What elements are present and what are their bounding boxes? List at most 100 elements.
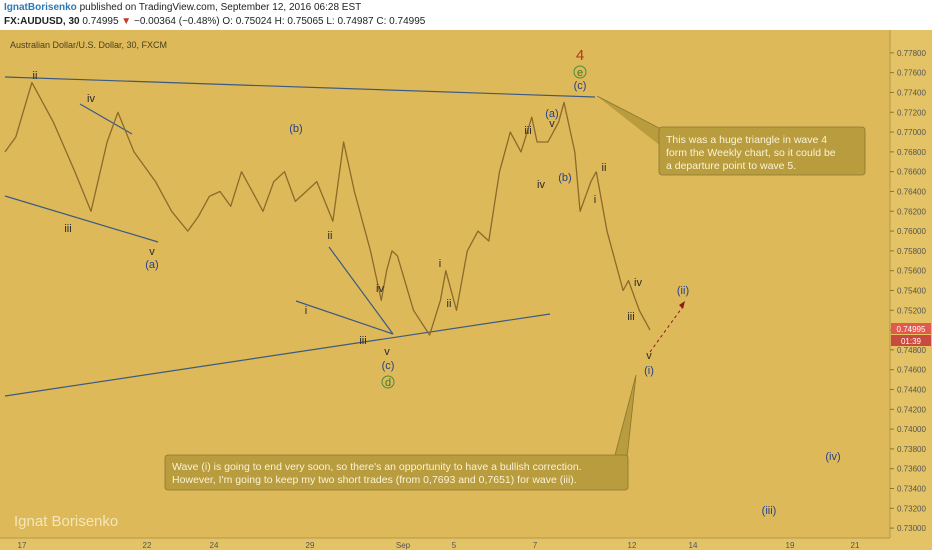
- wave-label-v-1[interactable]: v: [149, 246, 155, 258]
- y-tick-label: 0.76600: [897, 168, 926, 177]
- callout-weekly-text: This was a huge triangle in wave 4 form …: [666, 134, 839, 172]
- price-series-line-0[interactable]: [4, 81, 597, 336]
- trendlines: [4, 76, 596, 397]
- x-tick-label: 19: [786, 541, 795, 550]
- x-tick-label: 24: [210, 541, 219, 550]
- y-tick-label: 0.77800: [897, 49, 926, 58]
- y-tick-label: 0.74600: [897, 366, 926, 375]
- wave-label-ii-1[interactable]: ii: [33, 70, 38, 82]
- wave-e-circle: [573, 65, 587, 79]
- wave-label-4[interactable]: 4: [576, 47, 584, 64]
- x-tick-label: 7: [533, 541, 538, 550]
- wave-label-ii-3[interactable]: ii: [447, 298, 452, 310]
- wave-label-v-4[interactable]: v: [646, 350, 652, 362]
- x-tick-label: 17: [18, 541, 27, 550]
- ohlc-values: O: 0.75024 H: 0.75065 L: 0.74987 C: 0.74…: [222, 16, 426, 27]
- wave-label-c-1[interactable]: (c): [382, 360, 395, 372]
- wave-label-iii-3[interactable]: iii: [524, 125, 531, 137]
- projection-dashed-line: [649, 304, 685, 353]
- triangle-lower-line[interactable]: [4, 313, 551, 397]
- y-tick-label: 0.73600: [897, 465, 926, 474]
- y-tick-label: 0.77000: [897, 128, 926, 137]
- wedge-lower-line[interactable]: [295, 300, 394, 335]
- wave-label-iii-paren[interactable]: (iii): [762, 505, 777, 517]
- wave-label-a-1[interactable]: (a): [145, 259, 158, 271]
- callout-weekly-triangle[interactable]: This was a huge triangle in wave 4 form …: [596, 95, 866, 176]
- wave-label-c-2[interactable]: (c): [574, 80, 587, 92]
- wave-label-i-1[interactable]: i: [305, 305, 307, 317]
- wave-label-a-2[interactable]: (a): [545, 108, 558, 120]
- wave-label-iv-1[interactable]: iv: [87, 93, 95, 105]
- chart-title: Australian Dollar/U.S. Dollar, 30, FXCM: [10, 40, 167, 50]
- wave-label-iv-3[interactable]: iv: [537, 179, 545, 191]
- y-tick-label: 0.73200: [897, 504, 926, 513]
- watermark: Ignat Borisenko: [14, 513, 118, 530]
- wave-label-ii-4[interactable]: ii: [602, 162, 607, 174]
- y-tick-label: 0.75600: [897, 267, 926, 276]
- countdown-value: 01:39: [901, 337, 922, 346]
- y-tick-label: 0.73000: [897, 524, 926, 533]
- wave-label-iii-4[interactable]: iii: [627, 311, 634, 323]
- wave-label-i-3[interactable]: i: [594, 194, 596, 206]
- x-tick-label: 29: [306, 541, 315, 550]
- callout-wave-i[interactable]: Wave (i) is going to end very soon, so t…: [164, 374, 637, 491]
- y-tick-label: 0.76200: [897, 207, 926, 216]
- y-tick-label: 0.74800: [897, 346, 926, 355]
- wave-label-i-paren[interactable]: (i): [644, 365, 654, 377]
- wedge-upper-line[interactable]: [328, 246, 394, 335]
- chart-area[interactable]: Australian Dollar/U.S. Dollar, 30, FXCM …: [0, 30, 932, 550]
- y-tick-label: 0.75800: [897, 247, 926, 256]
- wave-label-iv-2[interactable]: iv: [376, 283, 384, 295]
- wave-label-v-3[interactable]: v: [549, 118, 555, 130]
- x-tick-label: 22: [143, 541, 152, 550]
- projection-arrow-icon: [679, 301, 685, 309]
- price-series[interactable]: [4, 81, 651, 336]
- x-tick-label: Sep: [396, 541, 411, 550]
- price-axis[interactable]: 0.77800 0.77600 0.77400 0.77200 0.77000 0.768…: [890, 49, 926, 533]
- triangle-upper-line[interactable]: [4, 76, 596, 98]
- callout-wave-i-text: Wave (i) is going to end very soon, so t…: [172, 461, 585, 486]
- countdown-box: [891, 335, 931, 346]
- down-arrow-icon: ▼: [121, 16, 132, 27]
- y-tick-label: 0.76800: [897, 148, 926, 157]
- wave-label-d[interactable]: d: [385, 377, 391, 389]
- author-name[interactable]: IgnatBorisenko: [4, 2, 77, 13]
- wave-label-iv-paren[interactable]: (iv): [825, 451, 840, 463]
- channel-lower-line[interactable]: [4, 195, 159, 243]
- wave-label-b-1[interactable]: (b): [289, 123, 302, 135]
- last-price: 0.74995: [82, 16, 119, 27]
- wave-label-b-2[interactable]: (b): [558, 172, 571, 184]
- publish-line: IgnatBorisenko published on TradingView.…: [4, 2, 361, 13]
- wave-label-e[interactable]: e: [577, 67, 583, 79]
- y-tick-label: 0.77600: [897, 69, 926, 78]
- wave-label-v-2[interactable]: v: [384, 346, 390, 358]
- publish-info: published on TradingView.com, September …: [79, 2, 362, 13]
- y-tick-label: 0.77200: [897, 108, 926, 117]
- wave-d-circle: [381, 375, 395, 389]
- channel-upper-line[interactable]: [79, 103, 133, 135]
- chart-header: IgnatBorisenko published on TradingView.…: [0, 0, 932, 30]
- current-price-tag[interactable]: 0.74995 01:39: [891, 323, 931, 346]
- price-series-line-1[interactable]: [595, 171, 651, 331]
- y-tick-label: 0.74000: [897, 425, 926, 434]
- wave-label-iii-2[interactable]: iii: [359, 335, 366, 347]
- wave-label-i-2[interactable]: i: [439, 258, 441, 270]
- y-tick-label: 0.75400: [897, 286, 926, 295]
- y-tick-label: 0.76400: [897, 187, 926, 196]
- quote-line: FX:AUDUSD, 30 0.74995 ▼ −0.00364 (−0.48%…: [4, 16, 425, 27]
- x-tick-label: 5: [452, 541, 457, 550]
- plot-area: [0, 30, 890, 538]
- wave-label-iv-4[interactable]: iv: [634, 277, 642, 289]
- symbol-label: FX:AUDUSD, 30: [4, 16, 80, 27]
- x-tick-label: 21: [851, 541, 860, 550]
- wave-labels: ii iv iii v (a) (b) i ii iv iii v (c) d …: [33, 47, 841, 517]
- y-tick-label: 0.77400: [897, 88, 926, 97]
- wave-label-iii-1[interactable]: iii: [64, 223, 71, 235]
- wave-label-ii-paren[interactable]: (ii): [677, 285, 689, 297]
- x-tick-label: 12: [628, 541, 637, 550]
- wave-label-ii-2[interactable]: ii: [328, 230, 333, 242]
- y-tick-label: 0.73400: [897, 484, 926, 493]
- price-tag-box: [891, 323, 931, 334]
- price-change: −0.00364 (−0.48%): [133, 16, 220, 27]
- time-axis[interactable]: 17 22 24 29 Sep 5 7 12 14 19 21: [18, 541, 860, 550]
